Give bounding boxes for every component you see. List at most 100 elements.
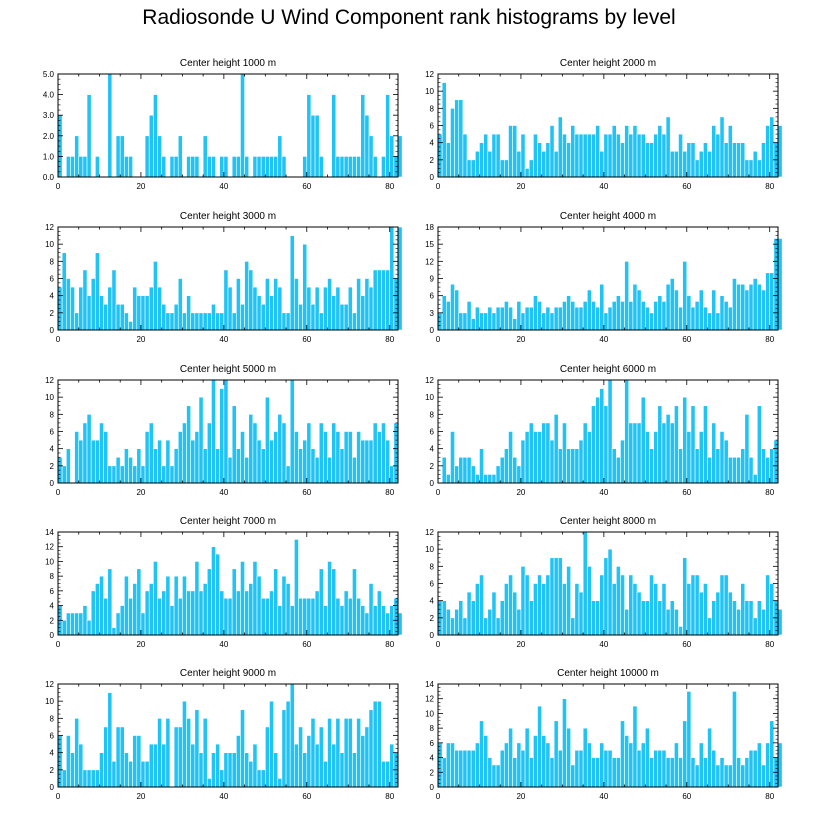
bar bbox=[206, 422, 212, 484]
bar bbox=[748, 456, 754, 484]
bar bbox=[595, 757, 601, 788]
bar bbox=[636, 591, 642, 636]
bar bbox=[632, 125, 638, 178]
bar bbox=[194, 431, 200, 484]
y-tick-label: 8 bbox=[430, 410, 435, 419]
bar bbox=[582, 531, 588, 636]
bar bbox=[607, 306, 613, 331]
bar bbox=[640, 742, 646, 788]
bar bbox=[124, 575, 129, 636]
bar bbox=[528, 159, 534, 178]
bar bbox=[640, 396, 646, 484]
bar bbox=[281, 422, 287, 484]
bar bbox=[678, 626, 683, 636]
bar bbox=[281, 156, 287, 178]
bar bbox=[256, 156, 262, 178]
bar bbox=[487, 150, 493, 178]
bar bbox=[360, 735, 366, 788]
y-tick-label: 4 bbox=[430, 754, 435, 763]
bar bbox=[698, 431, 704, 484]
bar bbox=[703, 306, 708, 331]
bar bbox=[723, 301, 729, 331]
y-tick-label: 4 bbox=[430, 445, 435, 454]
bar bbox=[528, 422, 534, 484]
bar bbox=[541, 312, 547, 331]
bar bbox=[549, 312, 555, 331]
bar bbox=[466, 159, 472, 178]
bar bbox=[727, 306, 733, 331]
bar bbox=[281, 575, 287, 636]
bar bbox=[323, 605, 328, 636]
bar bbox=[157, 597, 162, 636]
bar bbox=[732, 142, 737, 178]
bar bbox=[765, 742, 771, 788]
x-tick-label: 20 bbox=[136, 792, 145, 801]
bar bbox=[252, 561, 258, 636]
bar bbox=[715, 448, 721, 484]
bar bbox=[495, 465, 501, 484]
bar bbox=[479, 574, 484, 636]
bar bbox=[599, 283, 605, 331]
bar bbox=[256, 575, 262, 636]
bar bbox=[611, 301, 617, 331]
bar bbox=[82, 422, 88, 484]
bar bbox=[632, 283, 638, 331]
bar bbox=[578, 439, 584, 484]
x-tick-label: 80 bbox=[765, 182, 774, 191]
y-tick-label: 12 bbox=[45, 543, 54, 552]
bar bbox=[194, 312, 200, 331]
bar bbox=[265, 396, 270, 484]
y-tick-label: 8 bbox=[430, 562, 435, 571]
bar bbox=[111, 269, 117, 331]
bar bbox=[512, 757, 518, 788]
bar bbox=[95, 439, 100, 484]
bar bbox=[669, 278, 675, 331]
bar bbox=[190, 743, 196, 788]
bar bbox=[553, 414, 559, 484]
bar bbox=[719, 116, 725, 178]
panel-title: Center height 4000 m bbox=[560, 211, 656, 222]
bar bbox=[553, 150, 559, 178]
y-tick-label: 12 bbox=[425, 528, 434, 537]
bar bbox=[508, 727, 513, 788]
y-tick-label: 10 bbox=[425, 545, 434, 554]
bar bbox=[690, 757, 696, 788]
bar bbox=[599, 742, 605, 788]
y-tick-label: 4 bbox=[50, 445, 55, 454]
x-tick-label: 0 bbox=[436, 488, 441, 497]
bar bbox=[343, 431, 349, 484]
bar bbox=[765, 456, 771, 484]
bar bbox=[165, 575, 171, 636]
bar bbox=[475, 583, 480, 636]
bar bbox=[248, 583, 254, 636]
y-tick-label: 8 bbox=[50, 257, 55, 266]
bar bbox=[90, 769, 96, 788]
bar bbox=[528, 757, 534, 788]
bar bbox=[769, 583, 775, 636]
x-tick-label: 0 bbox=[436, 335, 441, 344]
bar bbox=[128, 456, 133, 484]
bar bbox=[624, 261, 630, 331]
chart-panel-5: Center height 5000 m 0 20 40 60 80 0 2 4 6 8 10 12 bbox=[18, 352, 399, 500]
bar bbox=[202, 448, 208, 484]
bar bbox=[206, 568, 212, 636]
bar bbox=[698, 289, 704, 331]
bar bbox=[632, 705, 638, 788]
bar bbox=[483, 133, 489, 178]
bar bbox=[177, 135, 183, 178]
bar bbox=[385, 94, 391, 178]
bar bbox=[339, 605, 345, 636]
bar bbox=[368, 583, 374, 636]
bar bbox=[674, 150, 679, 178]
panel-title: Center height 7000 m bbox=[180, 516, 276, 527]
bar bbox=[566, 566, 571, 636]
bar bbox=[273, 431, 279, 484]
bar bbox=[665, 757, 671, 788]
bar bbox=[244, 456, 250, 484]
bar bbox=[690, 142, 696, 178]
bar bbox=[285, 700, 291, 788]
bar bbox=[177, 597, 183, 636]
bar bbox=[364, 114, 370, 178]
panel-title: Center height 8000 m bbox=[560, 516, 656, 527]
bar bbox=[640, 301, 646, 331]
